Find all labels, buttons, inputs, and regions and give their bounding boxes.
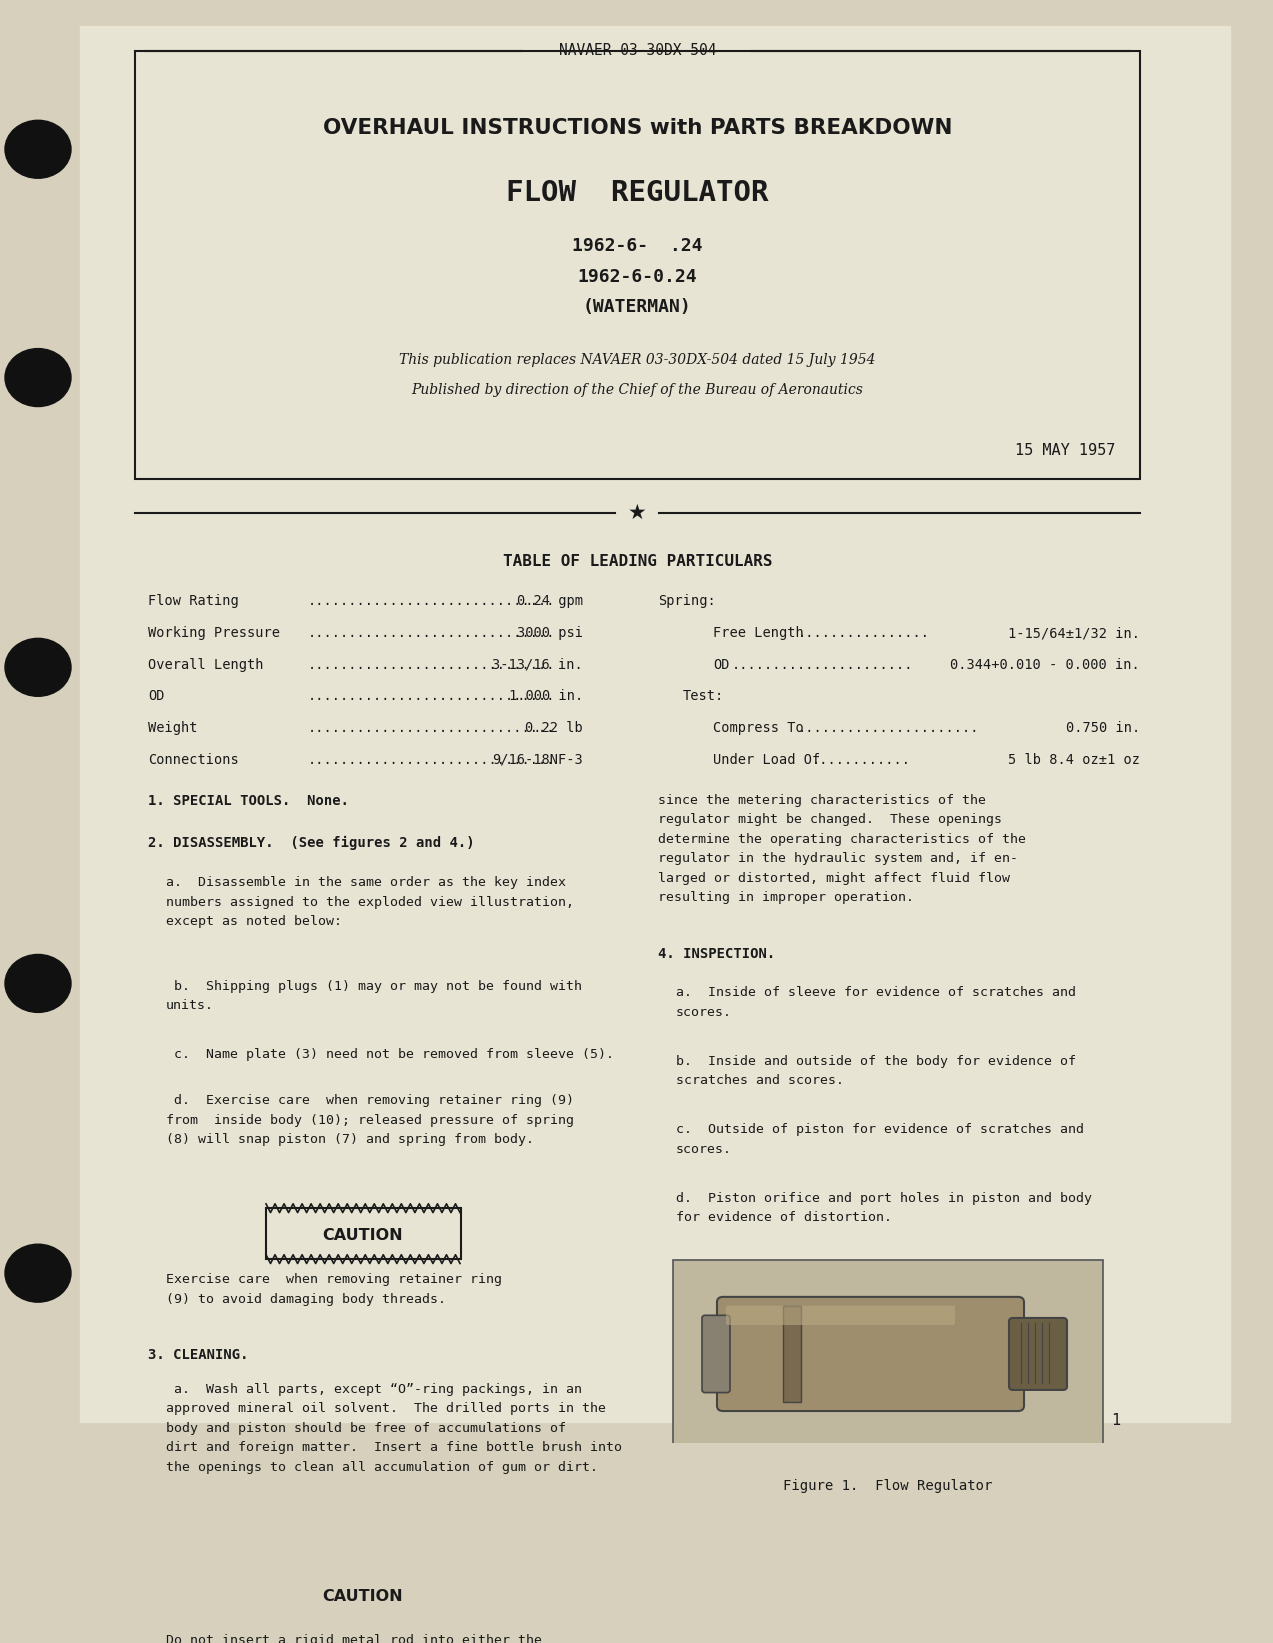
Text: (WATERMAN): (WATERMAN)	[583, 299, 691, 317]
Text: ..............................: ..............................	[308, 626, 555, 641]
Text: c.  Name plate (3) need not be removed from sleeve (5).: c. Name plate (3) need not be removed fr…	[165, 1048, 614, 1061]
Text: 9/16-18NF-3: 9/16-18NF-3	[493, 752, 583, 767]
Text: ......................: ......................	[732, 657, 913, 672]
Text: Under Load Of: Under Load Of	[713, 752, 820, 767]
Text: ......................: ......................	[797, 721, 979, 734]
Text: Figure 1.  Flow Regulator: Figure 1. Flow Regulator	[783, 1479, 993, 1492]
Circle shape	[5, 1244, 71, 1303]
Text: since the metering characteristics of the
regulator might be changed.  These ope: since the metering characteristics of th…	[658, 794, 1026, 904]
Text: ..............................: ..............................	[308, 657, 555, 672]
Text: 1-15/64±1/32 in.: 1-15/64±1/32 in.	[1008, 626, 1141, 641]
Text: OD: OD	[713, 657, 729, 672]
Text: b.  Inside and outside of the body for evidence of
scratches and scores.: b. Inside and outside of the body for ev…	[676, 1055, 1076, 1088]
Text: TABLE OF LEADING PARTICULARS: TABLE OF LEADING PARTICULARS	[503, 554, 773, 568]
Text: 1. SPECIAL TOOLS.  None.: 1. SPECIAL TOOLS. None.	[148, 794, 349, 808]
Text: 0.22 lb: 0.22 lb	[526, 721, 583, 734]
Text: NAVAER 03-30DX-504: NAVAER 03-30DX-504	[559, 43, 717, 59]
Text: 0.24 gpm: 0.24 gpm	[517, 595, 583, 608]
Text: Connections: Connections	[148, 752, 239, 767]
Text: OD: OD	[148, 690, 164, 703]
Text: OVERHAUL INSTRUCTIONS with PARTS BREAKDOWN: OVERHAUL INSTRUCTIONS with PARTS BREAKDO…	[323, 118, 952, 138]
Text: Spring:: Spring:	[658, 595, 715, 608]
Text: This publication replaces NAVAER 03-30DX-504 dated 15 July 1954: This publication replaces NAVAER 03-30DX…	[400, 353, 876, 366]
Text: CAUTION: CAUTION	[322, 1227, 404, 1242]
Text: Weight: Weight	[148, 721, 197, 734]
Text: d.  Piston orifice and port holes in piston and body
for evidence of distortion.: d. Piston orifice and port holes in pist…	[676, 1191, 1092, 1224]
FancyBboxPatch shape	[1009, 1318, 1067, 1390]
Text: Flow Rating: Flow Rating	[148, 595, 239, 608]
Text: Compress To: Compress To	[713, 721, 803, 734]
Text: ..............................: ..............................	[308, 721, 555, 734]
Bar	[783, 1306, 801, 1401]
Text: Exercise care  when removing retainer ring
(9) to avoid damaging body threads.: Exercise care when removing retainer rin…	[165, 1273, 502, 1306]
Text: Do not insert a rigid metal rod into either the
piston orifice or the body or pi: Do not insert a rigid metal rod into eit…	[165, 1635, 542, 1643]
FancyBboxPatch shape	[701, 1316, 729, 1393]
Text: a.  Inside of sleeve for evidence of scratches and
scores.: a. Inside of sleeve for evidence of scra…	[676, 986, 1076, 1019]
Bar	[673, 1260, 1102, 1466]
Text: CAUTION: CAUTION	[322, 1589, 404, 1604]
Text: Published by direction of the Chief of the Bureau of Aeronautics: Published by direction of the Chief of t…	[411, 383, 863, 398]
Text: 1: 1	[1111, 1413, 1120, 1428]
Text: FLOW  REGULATOR: FLOW REGULATOR	[507, 179, 769, 207]
Text: 5 lb 8.4 oz±1 oz: 5 lb 8.4 oz±1 oz	[1008, 752, 1141, 767]
Text: ................: ................	[797, 626, 929, 641]
Text: 1962-6-0.24: 1962-6-0.24	[578, 268, 698, 286]
Bar	[135, 51, 1141, 480]
Text: 4. INSPECTION.: 4. INSPECTION.	[658, 948, 775, 961]
Text: a.  Wash all parts, except “O”-ring packings, in an
approved mineral oil solvent: a. Wash all parts, except “O”-ring packi…	[165, 1383, 622, 1474]
FancyBboxPatch shape	[726, 1306, 955, 1324]
Text: 3. CLEANING.: 3. CLEANING.	[148, 1347, 248, 1362]
Text: 1962-6-  .24: 1962-6- .24	[573, 237, 703, 255]
Text: ..............................: ..............................	[308, 752, 555, 767]
Circle shape	[5, 955, 71, 1012]
Text: a.  Disassemble in the same order as the key index
numbers assigned to the explo: a. Disassemble in the same order as the …	[165, 876, 574, 928]
Text: ★: ★	[628, 503, 647, 522]
Text: b.  Shipping plugs (1) may or may not be found with
units.: b. Shipping plugs (1) may or may not be …	[165, 979, 582, 1012]
Text: 1.000 in.: 1.000 in.	[509, 690, 583, 703]
Text: 0.750 in.: 0.750 in.	[1066, 721, 1141, 734]
Text: Overall Length: Overall Length	[148, 657, 264, 672]
FancyBboxPatch shape	[717, 1296, 1023, 1411]
Text: ............: ............	[812, 752, 911, 767]
Text: Test:: Test:	[684, 690, 724, 703]
Circle shape	[5, 120, 71, 177]
Text: ..............................: ..............................	[308, 690, 555, 703]
Text: 3-13/16 in.: 3-13/16 in.	[493, 657, 583, 672]
Text: ..............................: ..............................	[308, 595, 555, 608]
Text: 15 MAY 1957: 15 MAY 1957	[1015, 444, 1115, 458]
Text: Working Pressure: Working Pressure	[148, 626, 280, 641]
Text: Free Length: Free Length	[713, 626, 803, 641]
Text: 0.344+0.010 - 0.000 in.: 0.344+0.010 - 0.000 in.	[950, 657, 1141, 672]
Circle shape	[5, 348, 71, 406]
Text: 3000 psi: 3000 psi	[517, 626, 583, 641]
Text: 2. DISASSEMBLY.  (See figures 2 and 4.): 2. DISASSEMBLY. (See figures 2 and 4.)	[148, 836, 475, 849]
Text: d.  Exercise care  when removing retainer ring (9)
from  inside body (10); relea: d. Exercise care when removing retainer …	[165, 1094, 574, 1147]
Circle shape	[5, 639, 71, 697]
Text: c.  Outside of piston for evidence of scratches and
scores.: c. Outside of piston for evidence of scr…	[676, 1124, 1085, 1155]
